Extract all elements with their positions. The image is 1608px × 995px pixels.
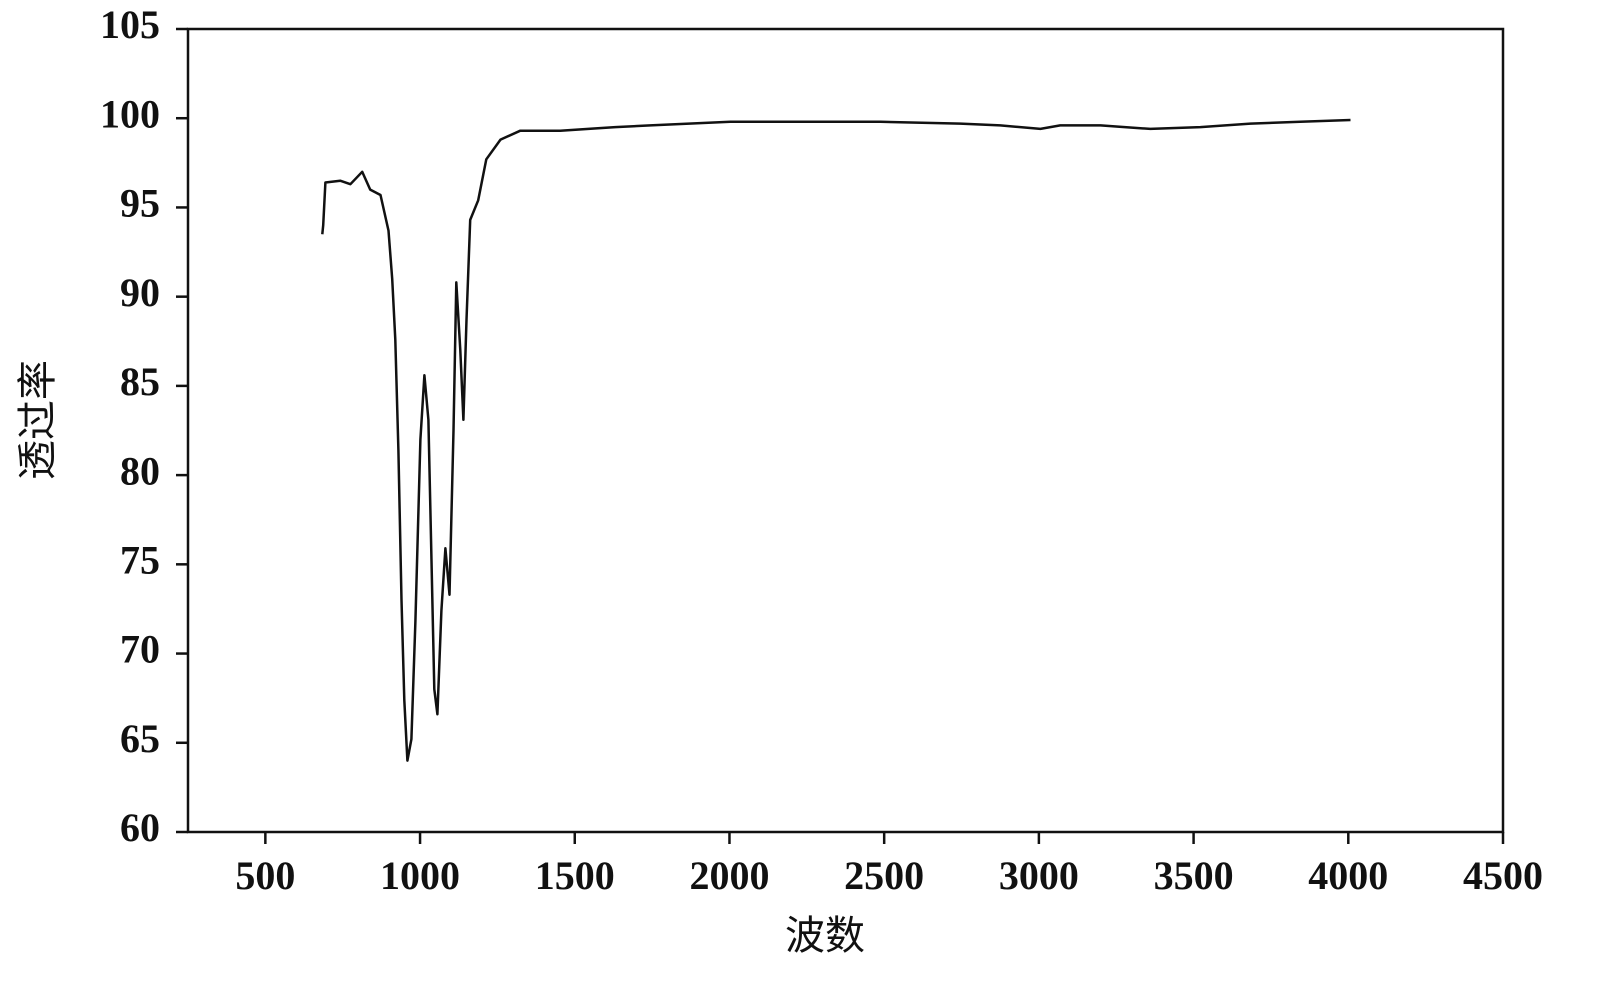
x-tick-label: 4000 bbox=[1308, 853, 1388, 898]
x-axis-title: 波数 bbox=[785, 913, 865, 958]
y-tick-label: 60 bbox=[120, 805, 160, 850]
x-tick-label: 1000 bbox=[380, 853, 460, 898]
x-tick-label: 3500 bbox=[1154, 853, 1234, 898]
y-tick-label: 105 bbox=[100, 2, 160, 47]
x-tick-label: 500 bbox=[235, 853, 295, 898]
y-tick-label: 100 bbox=[100, 91, 160, 136]
y-tick-label: 75 bbox=[120, 538, 160, 583]
y-tick-label: 95 bbox=[120, 181, 160, 226]
x-tick-label: 4500 bbox=[1463, 853, 1543, 898]
y-tick-label: 90 bbox=[120, 270, 160, 315]
y-tick-label: 80 bbox=[120, 448, 160, 493]
spectrum-line bbox=[322, 120, 1350, 761]
y-axis-title: 透过率 bbox=[15, 360, 60, 480]
x-tick-label: 3000 bbox=[999, 853, 1079, 898]
plot-frame bbox=[188, 29, 1503, 832]
y-tick-label: 85 bbox=[120, 359, 160, 404]
y-tick-label: 70 bbox=[120, 627, 160, 672]
y-tick-label: 65 bbox=[120, 716, 160, 761]
x-tick-label: 2000 bbox=[689, 853, 769, 898]
x-tick-label: 2500 bbox=[844, 853, 924, 898]
chart: 波数 透过率 60 65 70 75 80 85 90 95 100 105 500 1000 1500… bbox=[0, 0, 1608, 995]
x-tick-label: 1500 bbox=[535, 853, 615, 898]
